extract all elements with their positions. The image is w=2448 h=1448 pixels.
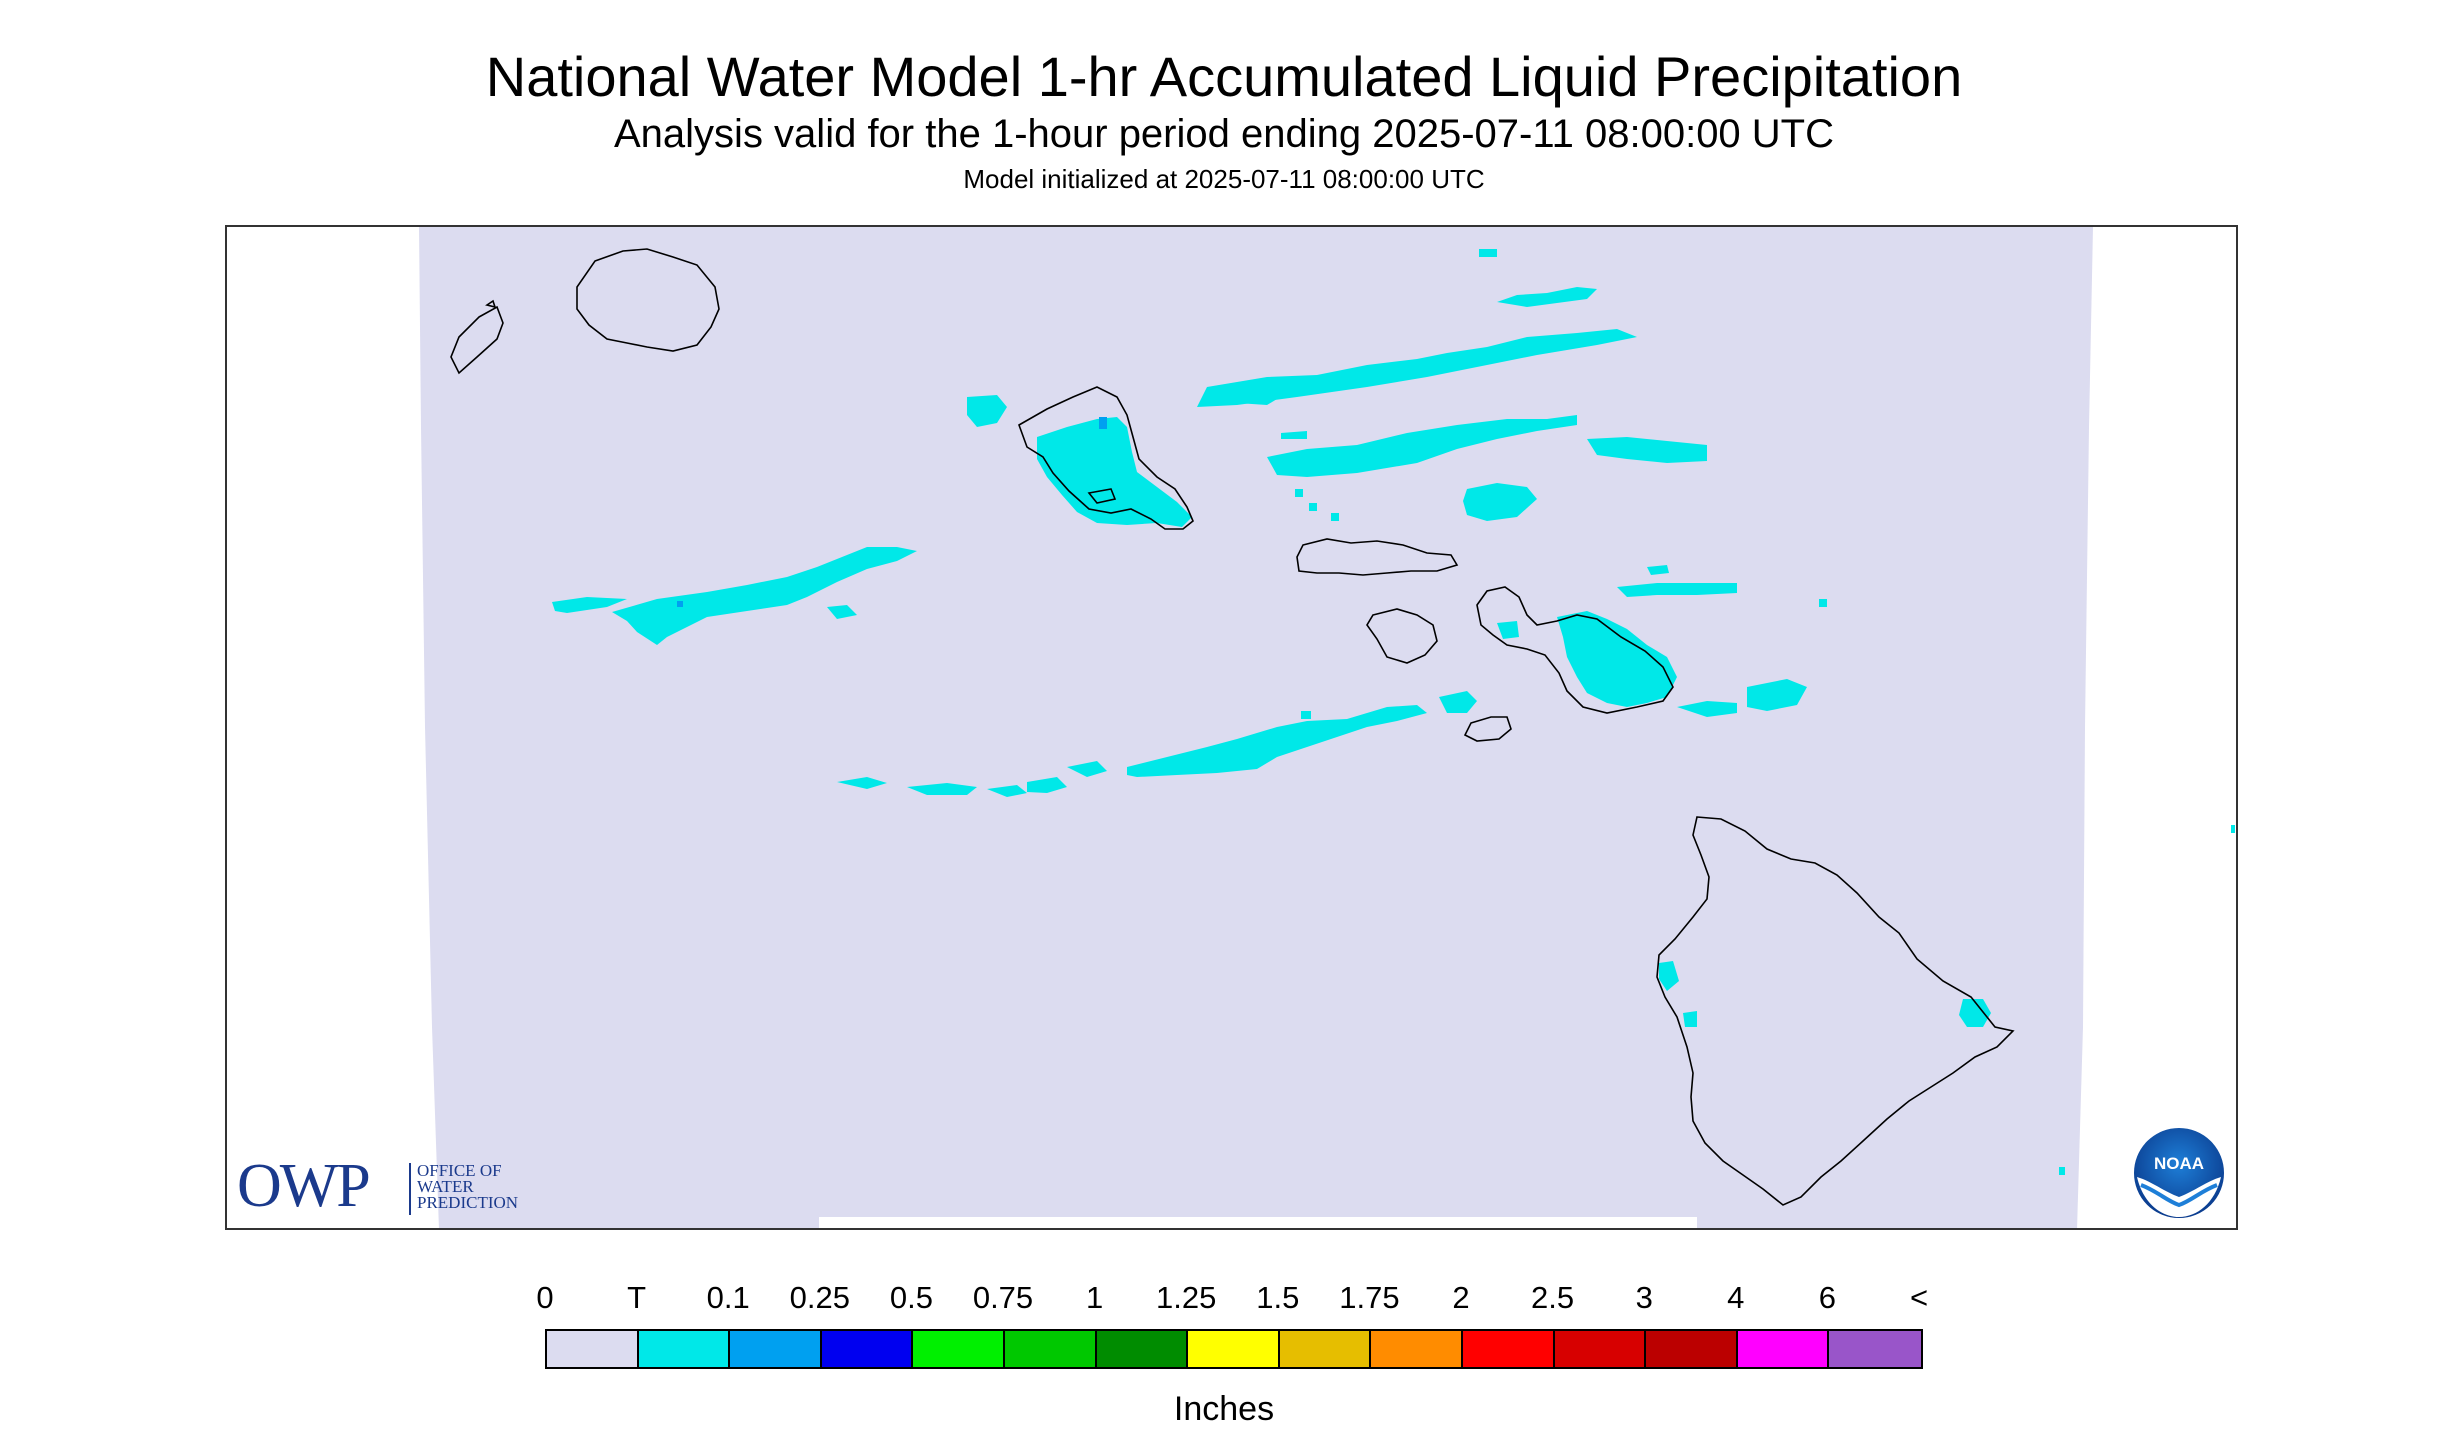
coastlines (450, 248, 2015, 1206)
coast-maui (1476, 586, 1674, 714)
precip-kauai-peak (677, 601, 683, 607)
precip-tiny-9 (2231, 825, 2235, 833)
precip-tiny-8 (1301, 711, 1311, 719)
precip-band-south4 (1027, 777, 1067, 793)
legend-swatch (1279, 1331, 1372, 1367)
coast-bigisland (1656, 816, 2015, 1206)
precip-maui-n2 (1647, 565, 1669, 575)
precip-kauai-band-e (827, 605, 857, 619)
model-init-text: Model initialized at 2025-07-11 08:00:00… (963, 164, 1485, 194)
noaa-logo-wave (2140, 1183, 2218, 1208)
legend-tick-label: 3 (1635, 1280, 1653, 1315)
precip-maui-w (1497, 621, 1519, 639)
precip-oahu (1037, 417, 1192, 527)
precip-band-south5 (1067, 761, 1107, 777)
legend-swatch (821, 1331, 914, 1367)
legend-tick-label: 2 (1452, 1280, 1470, 1315)
precip-lanai-w (1439, 691, 1477, 713)
precip-maui-e (1557, 611, 1677, 707)
coast-kahoolawe (1463, 716, 1512, 742)
legend-tick-label: 1 (1085, 1280, 1104, 1315)
precip-maui-n (1617, 583, 1737, 597)
legend-tick-label: 0.75 (972, 1280, 1034, 1315)
precip-tiny-2 (1295, 489, 1303, 497)
precip-maui-e3 (1747, 679, 1807, 711)
legend-swatch (1829, 1331, 1921, 1367)
precip-trace-areas (552, 249, 2235, 1175)
legend-swatch (1462, 1331, 1555, 1367)
legend-swatch (1554, 1331, 1647, 1367)
precip-light-areas (677, 417, 1107, 607)
noaa-logo-bird (2137, 1177, 2221, 1217)
owp-line-1: OFFICE OF (417, 1161, 502, 1180)
precip-tiny-6 (1483, 351, 1489, 357)
precip-kauai-band (612, 547, 917, 645)
precip-tiny-4 (1331, 513, 1339, 521)
owp-line-3: PREDICTION (417, 1193, 519, 1212)
legend-color-bar (545, 1329, 1923, 1369)
map-title: National Water Model 1-hr Accumulated Li… (485, 45, 1963, 108)
coast-lanai (1366, 608, 1438, 664)
legend-swatch (547, 1331, 639, 1367)
owp-logo-subtext: OFFICE OF WATER PREDICTION (417, 1161, 519, 1212)
legend-units: Inches (1173, 1390, 1275, 1428)
legend-swatch (913, 1331, 1005, 1367)
legend-swatch (1188, 1331, 1280, 1367)
coast-kauai (576, 248, 720, 352)
legend-swatch (1096, 1331, 1189, 1367)
owp-logo-divider (409, 1163, 411, 1215)
legend-tick-label: 0 (536, 1280, 554, 1315)
legend-tick-label: 1.5 (1256, 1280, 1300, 1315)
legend-swatch (730, 1331, 822, 1367)
precip-band-north (1197, 329, 1637, 407)
precip-tiny-1 (1819, 599, 1827, 607)
coast-molokai (1296, 538, 1459, 576)
owp-line-2: WATER (417, 1177, 474, 1196)
legend-swatch (638, 1331, 731, 1367)
legend-tick-label: 1.75 (1339, 1280, 1400, 1315)
legend-tick-label: 1.25 (1156, 1280, 1217, 1315)
precip-kauai-west (552, 597, 627, 613)
precip-bigisland-e (1959, 999, 1991, 1027)
precip-band-east2 (1587, 437, 1707, 463)
legend-tick-label: 0.25 (789, 1280, 850, 1315)
precip-band-south3 (987, 785, 1027, 797)
precip-tiny-7 (1281, 431, 1307, 439)
precip-bigisland-w2 (1683, 1011, 1697, 1027)
precip-oahu-peak (1099, 417, 1107, 429)
legend-tick-label: < (1909, 1280, 1929, 1315)
precip-band-north2 (1497, 287, 1597, 307)
legend-swatch (1737, 1331, 1830, 1367)
coast-niihau (450, 299, 504, 375)
noaa-logo-text: NOAA (2154, 1154, 2204, 1173)
precip-oahu-w (967, 395, 1007, 427)
map-subtitle: Analysis valid for the 1-hour period end… (614, 112, 1834, 156)
legend-tick-label: 0.5 (889, 1280, 933, 1315)
precip-tiny-10 (2059, 1167, 2065, 1175)
owp-logo-text: OWP (237, 1152, 371, 1220)
legend-tick-label: 6 (1818, 1280, 1837, 1315)
legend-swatch (1371, 1331, 1463, 1367)
legend-swatch (1646, 1331, 1738, 1367)
precip-band-south6 (1127, 705, 1427, 777)
precip-band-oahu-n (1227, 385, 1287, 405)
model-domain (419, 227, 2093, 1228)
precip-band-east1 (1267, 415, 1577, 477)
coast-oahu (1018, 386, 1194, 530)
noaa-logo: NOAA (2132, 1126, 2226, 1220)
precip-bigisland-w (1659, 961, 1679, 991)
precip-maui-e2 (1677, 701, 1737, 717)
precip-molokai-n (1463, 483, 1537, 521)
precip-tiny-5 (1479, 249, 1497, 257)
precip-tiny-3 (1309, 503, 1317, 511)
legend-tick-label: 2.5 (1531, 1280, 1575, 1315)
hawaii-precip-map (419, 227, 2235, 1228)
legend-tick-label: 0.1 (706, 1280, 750, 1315)
legend-tick-label: T (627, 1280, 647, 1315)
precip-band-south (837, 777, 887, 789)
legend-tick-label: 4 (1727, 1280, 1745, 1315)
map-panel: OWP OFFICE OF WATER PREDICTION NOAA (225, 225, 2238, 1230)
precip-band-south2 (907, 783, 977, 795)
legend-swatch (1004, 1331, 1097, 1367)
